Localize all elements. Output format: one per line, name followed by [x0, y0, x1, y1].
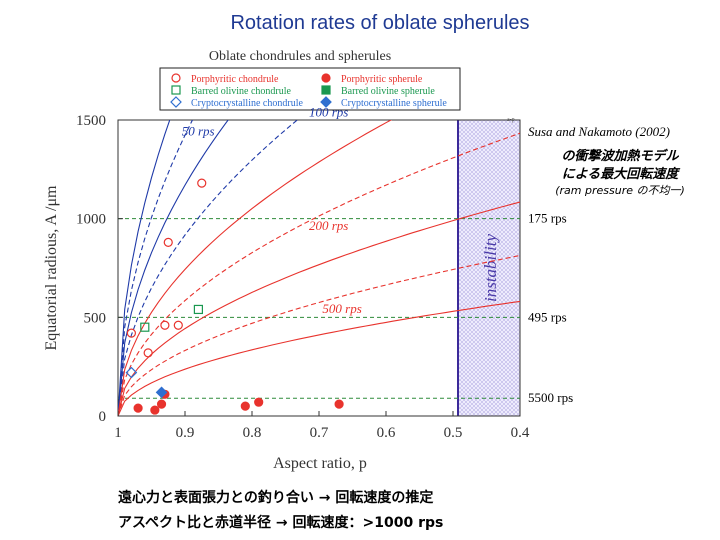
legend-marker: [171, 85, 181, 95]
model-curve: [118, 132, 520, 416]
legend-label: Barred olivine chondrule: [191, 86, 292, 97]
model-curve: [118, 120, 299, 416]
model-curve: [118, 120, 229, 416]
data-point: [125, 366, 138, 379]
caption-line2: アスペクト比と赤道半径 → 回転速度：>1000 rps: [118, 515, 444, 531]
reference-line-label: 5500 rps: [528, 390, 573, 405]
legend-label: Porphyritic spherule: [341, 74, 423, 85]
data-point: [143, 348, 153, 358]
x-tick-label: 1: [114, 425, 122, 441]
data-point: [173, 320, 183, 330]
x-tick-label: 0.5: [444, 425, 463, 441]
model-curve: [118, 120, 194, 416]
data-point: [133, 403, 143, 413]
caption-line1: 遠心力と表面張力との釣り合い → 回転速度の推定: [118, 490, 434, 506]
model-curve: [118, 254, 520, 416]
model-curve: [118, 120, 393, 416]
data-point: [160, 320, 170, 330]
x-tick-label: 0.9: [176, 425, 195, 441]
y-tick-label: 500: [84, 310, 107, 326]
annotation: Susa and Nakamoto (2002) の衝撃波加熱モデル による最大…: [528, 124, 685, 197]
data-point: [156, 399, 167, 409]
data-point: [240, 401, 250, 411]
x-tick-label: 0.6: [377, 425, 396, 441]
legend-label: Barred olivine spherule: [341, 86, 435, 97]
x-tick-label: 0.4: [511, 425, 530, 441]
data-point: [155, 386, 168, 399]
legend-label: Porphyritic chondrule: [191, 74, 279, 85]
y-tick-label: 1000: [76, 212, 106, 228]
annotation-line3: による最大回転速度: [562, 166, 682, 182]
curve-label: 200 rps: [309, 218, 348, 233]
chart-title: Oblate chondrules and spherules: [209, 49, 391, 64]
legend-marker: [321, 73, 331, 83]
curve-label: 100 rps: [309, 105, 348, 120]
data-point: [334, 399, 344, 409]
x-axis-label: Aspect ratio, p: [273, 455, 367, 472]
data-point: [254, 397, 264, 407]
y-axis-label: Equatorial radious, A /μm: [43, 185, 60, 351]
instability-region: [458, 120, 520, 416]
curve-label: 500 rps: [322, 301, 361, 316]
reference-line-label: 175 rps: [528, 211, 567, 226]
corner-mark: a-p: [507, 117, 515, 123]
x-tick-label: 0.7: [310, 425, 329, 441]
data-point: [150, 405, 160, 415]
model-curve: [118, 300, 520, 416]
annotation-line1: Susa and Nakamoto (2002): [528, 124, 670, 139]
x-tick-label: 0.8: [243, 425, 262, 441]
annotation-line4: (ram pressure の不均一): [555, 184, 685, 197]
annotation-line2: の衝撃波加熱モデル: [561, 148, 679, 164]
legend-marker: [321, 85, 331, 95]
data-point: [193, 304, 203, 315]
caption: 遠心力と表面張力との釣り合い → 回転速度の推定 アスペクト比と赤道半径 → 回…: [118, 486, 443, 536]
y-tick-label: 1500: [76, 113, 106, 129]
legend-label: Cryptocrystalline spherule: [341, 98, 447, 109]
legend-marker: [320, 96, 332, 108]
legend-marker: [170, 96, 182, 108]
slide-title: Rotation rates of oblate spherules: [230, 12, 530, 34]
data-point: [126, 328, 136, 338]
data-point: [140, 322, 150, 332]
y-tick-label: 0: [99, 409, 107, 425]
instability-label: instability: [481, 234, 500, 302]
reference-line-label: 495 rps: [528, 309, 567, 324]
legend: [159, 67, 461, 111]
legend-marker: [171, 73, 181, 83]
model-curve: [118, 201, 520, 416]
data-point: [197, 178, 207, 188]
legend-label: Cryptocrystalline chondrule: [191, 98, 303, 109]
data-point: [163, 237, 173, 247]
curve-label: 50 rps: [182, 123, 215, 138]
